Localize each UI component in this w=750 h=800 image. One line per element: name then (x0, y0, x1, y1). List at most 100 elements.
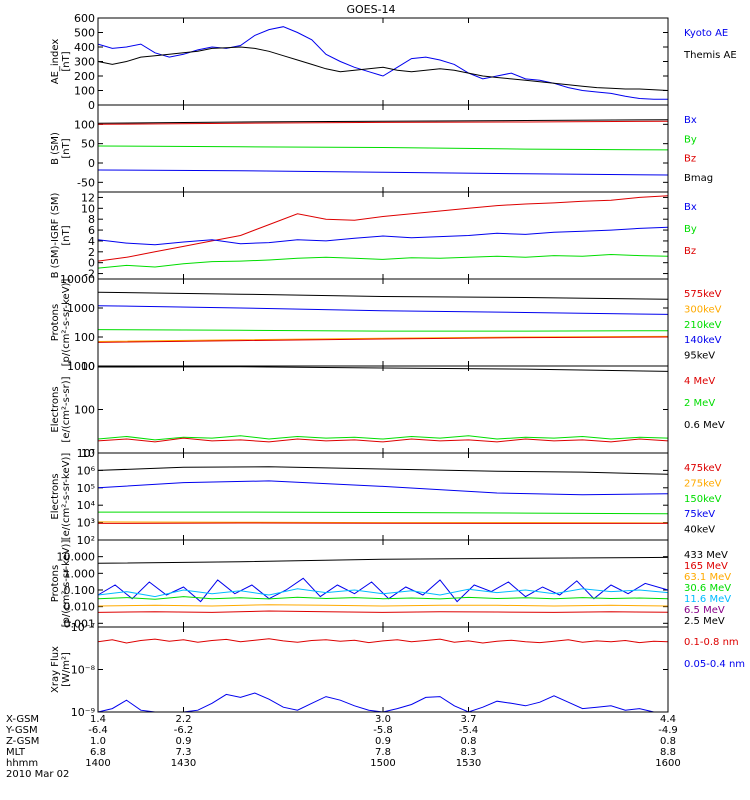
legend-label: 0.05-0.4 nm (684, 659, 745, 670)
series-bz (97, 195, 669, 262)
series-by (97, 253, 669, 269)
x-row-label: MLT (6, 747, 26, 758)
series-0-1-0-8-nm (97, 638, 669, 644)
y-axis-label: Xray Flux (50, 646, 61, 693)
series-63-1-mev (97, 604, 669, 607)
series-275kev (97, 521, 669, 524)
legend-label: Kyoto AE (684, 28, 728, 39)
y-tick-label: 400 (74, 41, 95, 54)
y-tick-label: 50 (81, 138, 95, 151)
y-tick-label: 0.010 (64, 601, 96, 614)
legend-label: 433 MeV (684, 550, 728, 561)
legend-label: Bx (684, 202, 697, 213)
legend-label: 63.1 MeV (684, 572, 731, 583)
legend-label: 4 MeV (684, 376, 715, 387)
panel-bfield: -50 0 50 100 B (SM) [nT] Bx By Bz Bmag (50, 104, 713, 193)
legend-label: 165 MeV (684, 561, 728, 572)
y-tick-label: 100 (74, 331, 95, 344)
legend-label: 140keV (684, 335, 722, 346)
y-tick-label: 4 (88, 235, 95, 248)
x-row-value: 7.8 (375, 747, 391, 758)
y-tick-label: 300 (74, 56, 95, 69)
figure-title: GOES-14 (346, 3, 395, 16)
x-row-value: 1.0 (90, 736, 106, 747)
series-4-mev (97, 437, 669, 443)
y-tick-label: 100 (74, 404, 95, 417)
y-tick-label: 600 (74, 12, 95, 25)
panel-frame (97, 278, 669, 367)
y-axis-label: [e/(cm²-s-sr)] (61, 376, 72, 442)
legend-label: 575keV (684, 289, 722, 300)
panel-electrons_kev: 10² 10³ 10⁴ 10⁵ 10⁶ 10⁷ Electrons [e/(cm²-s-sr-… (50, 447, 722, 547)
series-40kev (97, 466, 669, 475)
y-tick-label: 0 (88, 157, 95, 170)
y-tick-label: 8 (88, 213, 95, 226)
legend-label: Bx (684, 115, 697, 126)
y-axis-label: Protons (50, 304, 61, 341)
y-axis-label: Protons (50, 565, 61, 602)
x-row-value: 7.3 (176, 747, 192, 758)
legend-label: 2.5 MeV (684, 616, 725, 627)
y-axis-label: Electrons (50, 473, 61, 519)
x-row-value: 8.8 (660, 747, 676, 758)
panel-protons_low: 10 100 1000 10000 Protons [p/(cm²-s-sr-keV)] 5… (50, 273, 722, 373)
y-tick-label: 200 (74, 70, 95, 83)
legend-label: By (684, 134, 697, 145)
y-tick-label: 100 (74, 85, 95, 98)
x-row-value: -6.2 (174, 725, 194, 736)
legend-label: 6.5 MeV (684, 605, 725, 616)
legend-label: 11.6 MeV (684, 594, 731, 605)
x-row-value: 1.4 (90, 714, 106, 725)
legend-label: 0.6 MeV (684, 420, 725, 431)
series-140kev (97, 305, 669, 315)
panel-electrons_mev: 10 100 1000 Electrons [e/(cm²-s-sr)] 4 MeV 2 M… (50, 360, 725, 460)
legend-label: 75keV (684, 509, 715, 520)
legend-label: 275keV (684, 478, 722, 489)
series-kyoto-ae (97, 26, 668, 100)
y-tick-label: 500 (74, 27, 95, 40)
x-row-value: -6.4 (88, 725, 108, 736)
legend-label: 210keV (684, 320, 722, 331)
x-axis-table: X-GSM 1.4 2.2 3.0 3.7 4.4 Y-GSM -6.4 -6.2 -5.8 -5.… (5, 714, 681, 780)
y-tick-label: 10³ (77, 517, 95, 530)
x-row-value: 0.9 (375, 736, 391, 747)
x-row-value: 2.2 (176, 714, 192, 725)
legend-label: Themis AE (683, 50, 737, 61)
x-row-label: X-GSM (6, 714, 39, 725)
y-tick-label: 10⁻⁹ (71, 706, 95, 719)
y-axis-label: AE_index (50, 39, 61, 85)
series-by (97, 145, 669, 151)
y-tick-label: 10⁷ (77, 447, 95, 460)
x-row-value: 4.4 (660, 714, 676, 725)
x-row-value: -5.4 (459, 725, 479, 736)
panel-xray: 10⁻⁹ 10⁻⁸ 10⁻⁷ Xray Flux [W/m²] 0.1-0.8 nm 0.0… (50, 621, 745, 719)
y-tick-label: 10 (81, 360, 95, 373)
x-row-value: 1430 (171, 758, 196, 769)
y-tick-label: 1.000 (64, 567, 96, 580)
legend-label: 2 MeV (684, 398, 715, 409)
series-bx (97, 169, 669, 176)
y-tick-label: 10⁻⁷ (71, 621, 95, 634)
y-tick-label: 10⁵ (77, 482, 95, 495)
y-tick-label: -50 (77, 176, 95, 189)
y-tick-label: 0 (88, 257, 95, 270)
y-tick-label: 10⁶ (77, 464, 96, 477)
series-575kev (97, 336, 669, 343)
series-2-mev (97, 435, 669, 441)
x-row-value: -5.8 (373, 725, 393, 736)
x-row-value: 1400 (85, 758, 110, 769)
y-axis-label: B (SM) (50, 132, 61, 165)
legend-label: Bmag (684, 173, 713, 184)
legend-label: Bz (684, 154, 696, 165)
y-axis-label: [W/m²] (61, 652, 72, 687)
legend-label: 40keV (684, 525, 715, 536)
legend-label: 0.1-0.8 nm (684, 637, 739, 648)
x-row-value: 0.8 (461, 736, 477, 747)
series-300kev (97, 335, 669, 342)
series-themis-ae (97, 46, 669, 91)
y-tick-label: 10² (77, 534, 95, 547)
x-row-value: 8.3 (461, 747, 477, 758)
panel-frame (97, 539, 669, 628)
